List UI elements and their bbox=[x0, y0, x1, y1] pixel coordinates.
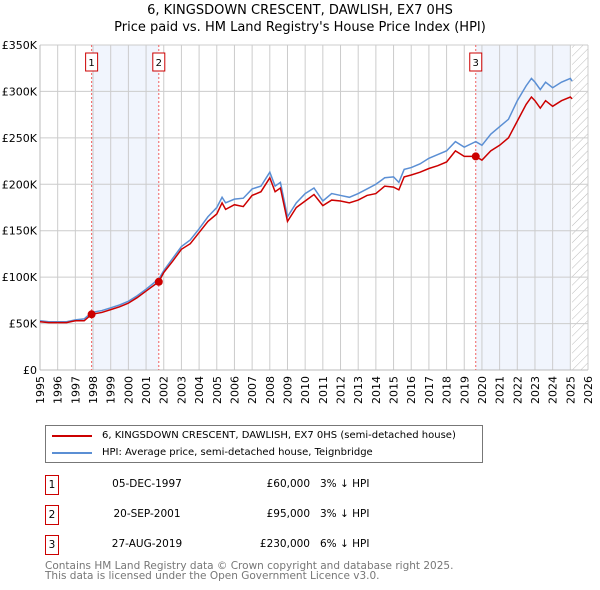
footer-line-1: Contains HM Land Registry data © Crown c… bbox=[45, 560, 454, 572]
transaction-number: 2 bbox=[45, 505, 59, 525]
transaction-hpi-diff: 3% ↓ HPI bbox=[320, 508, 370, 520]
x-tick-label: 2009 bbox=[281, 376, 294, 404]
x-tick-label: 2014 bbox=[370, 376, 383, 404]
transaction-price: £95,000 bbox=[266, 508, 310, 520]
transaction-row: 2 20-SEP-2001 £95,000 3% ↓ HPI bbox=[45, 505, 465, 525]
legend-hpi: HPI: Average price, semi-detached house,… bbox=[102, 447, 373, 458]
transaction-label-box bbox=[152, 52, 166, 72]
y-tick-label: £0 bbox=[23, 364, 37, 377]
sale-point bbox=[471, 152, 480, 161]
x-tick-label: 2004 bbox=[193, 376, 206, 404]
y-tick-label: £350K bbox=[2, 39, 38, 52]
x-tick-label: 2019 bbox=[458, 376, 471, 404]
x-tick-label: 2015 bbox=[388, 376, 401, 404]
x-tick-label: 2025 bbox=[564, 376, 577, 404]
x-tick-label: 1996 bbox=[52, 376, 65, 404]
x-tick-label: 2005 bbox=[211, 376, 224, 404]
shaded-range bbox=[475, 45, 571, 370]
transaction-hpi-diff: 3% ↓ HPI bbox=[320, 478, 370, 490]
y-tick-label: £250K bbox=[2, 132, 38, 145]
x-tick-label: 2001 bbox=[140, 376, 153, 404]
hpi-line bbox=[39, 77, 573, 323]
legend-property: 6, KINGSDOWN CRESCENT, DAWLISH, EX7 0HS … bbox=[102, 430, 456, 441]
legend-blue-line bbox=[52, 451, 92, 454]
transaction-price: £230,000 bbox=[259, 538, 310, 550]
x-tick-label: 2000 bbox=[122, 376, 135, 404]
x-tick-label: 2016 bbox=[405, 376, 418, 404]
x-tick-label: 2007 bbox=[246, 376, 259, 404]
transaction-label: 2 bbox=[156, 58, 162, 69]
chart-title: 6, KINGSDOWN CRESCENT, DAWLISH, EX7 0HS bbox=[147, 3, 453, 18]
y-tick-label: £200K bbox=[2, 178, 38, 191]
x-tick-label: 2003 bbox=[175, 376, 188, 404]
x-tick-label: 2026 bbox=[582, 376, 595, 404]
transaction-row: 1 05-DEC-1997 £60,000 3% ↓ HPI bbox=[45, 475, 465, 495]
legend-red-line bbox=[52, 434, 92, 437]
transaction-row: 3 27-AUG-2019 £230,000 6% ↓ HPI bbox=[45, 535, 465, 555]
transaction-label-box bbox=[85, 52, 99, 72]
x-tick-label: 2018 bbox=[441, 376, 454, 404]
y-tick-label: £100K bbox=[2, 271, 38, 284]
x-tick-label: 2017 bbox=[423, 376, 436, 404]
x-tick-label: 2002 bbox=[158, 376, 171, 404]
x-tick-label: 2013 bbox=[352, 376, 365, 404]
x-tick-label: 2010 bbox=[299, 376, 312, 404]
footer-line-2: This data is licensed under the Open Gov… bbox=[45, 570, 380, 582]
footer: Contains HM Land Registry data © Crown c… bbox=[45, 560, 454, 582]
future-hatch bbox=[572, 45, 588, 370]
transaction-date: 27-AUG-2019 bbox=[111, 538, 183, 550]
x-tick-label: 2023 bbox=[529, 376, 542, 404]
legend: 6, KINGSDOWN CRESCENT, DAWLISH, EX7 0HS … bbox=[45, 425, 483, 463]
x-tick-label: 2011 bbox=[317, 376, 330, 404]
x-tick-label: 2022 bbox=[511, 376, 524, 404]
x-tick-label: 2012 bbox=[335, 376, 348, 404]
y-tick-label: £50K bbox=[9, 318, 38, 331]
x-tick-label: 2021 bbox=[494, 376, 507, 404]
x-tick-label: 2024 bbox=[547, 376, 560, 404]
x-tick-label: 1999 bbox=[105, 376, 118, 404]
price-chart: 1995 1996 1997 1998 1999 2000 2001 2002 2003 2004… bbox=[2, 39, 595, 404]
property-price-line bbox=[39, 95, 573, 324]
transaction-number: 3 bbox=[45, 535, 59, 555]
x-tick-label: 1997 bbox=[69, 376, 82, 404]
y-tick-label: £150K bbox=[2, 225, 38, 238]
transaction-label: 1 bbox=[88, 58, 94, 69]
transaction-number: 1 bbox=[45, 475, 59, 495]
transaction-price: £60,000 bbox=[266, 478, 310, 490]
sale-point bbox=[87, 310, 96, 319]
x-tick-label: 2006 bbox=[228, 376, 241, 404]
x-tick-label: 2020 bbox=[476, 376, 489, 404]
y-tick-label: £300K bbox=[2, 85, 38, 98]
sale-point bbox=[154, 277, 163, 286]
shaded-range bbox=[91, 45, 159, 370]
transaction-hpi-diff: 6% ↓ HPI bbox=[320, 538, 370, 550]
transaction-label: 3 bbox=[473, 58, 479, 69]
transaction-date: 20-SEP-2001 bbox=[113, 508, 181, 520]
x-tick-label: 1998 bbox=[87, 376, 100, 404]
transaction-date: 05-DEC-1997 bbox=[112, 478, 182, 490]
x-tick-label: 1995 bbox=[34, 376, 47, 404]
x-tick-label: 2008 bbox=[264, 376, 277, 404]
chart-subtitle: Price paid vs. HM Land Registry's House … bbox=[114, 20, 486, 35]
transaction-label-box bbox=[469, 52, 483, 72]
